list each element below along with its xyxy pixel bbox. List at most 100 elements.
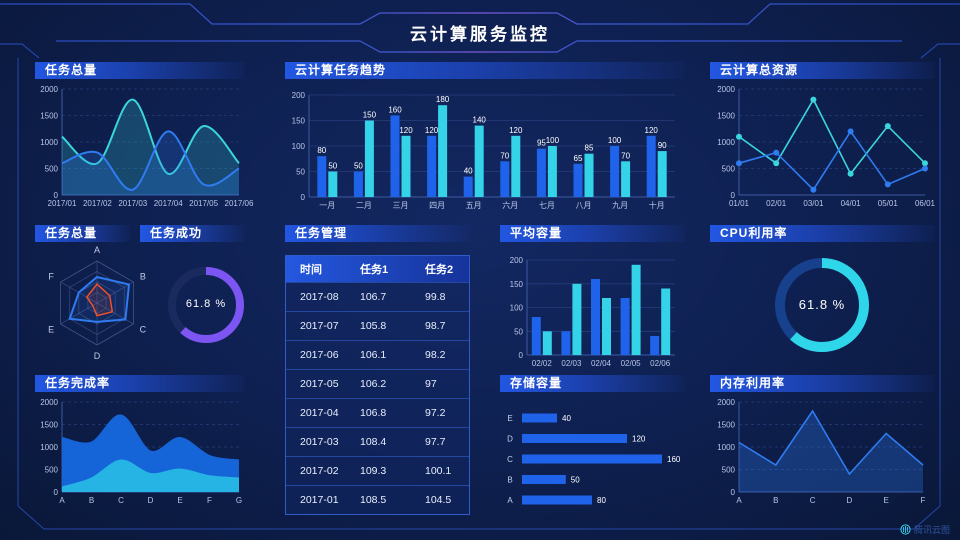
- svg-text:03/01: 03/01: [803, 199, 824, 208]
- svg-text:100: 100: [546, 136, 560, 145]
- panel-title-text: CPU利用率: [720, 226, 788, 240]
- table-cell: 2017-04: [300, 407, 339, 419]
- svg-text:02/04: 02/04: [591, 359, 612, 368]
- svg-text:2017/03: 2017/03: [118, 199, 147, 208]
- table-header-row: 时间 任务1 任务2: [286, 256, 469, 282]
- panel-avg-capacity: 平均容量 0 50 100 150 200 02/02 02/03 02/04 02/05 02/…: [500, 225, 685, 375]
- watermark-label: 腾讯云图: [913, 525, 950, 535]
- panel-title: 任务管理: [285, 225, 470, 242]
- svg-text:E: E: [884, 496, 889, 505]
- panel-title: 任务总量: [35, 62, 245, 79]
- table-cell: 100.1: [425, 465, 452, 477]
- svg-text:1500: 1500: [40, 421, 58, 430]
- svg-text:2017/04: 2017/04: [154, 199, 183, 208]
- table-cell: 104.5: [425, 494, 452, 506]
- panel-task-complete: 任务完成率 0 500 1000 1500 2000 A B C D E F G: [35, 375, 245, 510]
- panel-title-text: 任务总量: [45, 63, 98, 77]
- svg-text:200: 200: [510, 256, 524, 265]
- svg-text:三月: 三月: [393, 201, 409, 210]
- tencent-cloud-watermark[interactable]: 腾讯云图: [900, 523, 950, 536]
- panel-title-text: 云计算任务趋势: [295, 63, 387, 77]
- svg-text:70: 70: [500, 151, 509, 160]
- panel-title: 云计算总资源: [710, 62, 935, 79]
- table-row: 2017-07 105.8 98.7: [286, 311, 469, 340]
- svg-text:40: 40: [464, 167, 473, 176]
- svg-text:E: E: [507, 414, 512, 423]
- panel-title-text: 任务成功: [150, 226, 203, 240]
- svg-text:五月: 五月: [466, 201, 482, 210]
- panel-title: 任务总量: [35, 225, 130, 242]
- panel-title: CPU利用率: [710, 225, 935, 242]
- svg-text:2017/02: 2017/02: [83, 199, 112, 208]
- svg-text:六月: 六月: [502, 200, 518, 210]
- svg-text:0: 0: [54, 488, 59, 497]
- svg-text:E: E: [48, 325, 54, 335]
- svg-text:05/01: 05/01: [878, 199, 899, 208]
- table-row: 2017-08 106.7 99.8: [286, 282, 469, 311]
- svg-text:G: G: [236, 496, 242, 505]
- panel-title-text: 任务总量: [45, 226, 98, 240]
- table-cell: 2017-06: [300, 349, 339, 361]
- svg-text:七月: 七月: [539, 201, 555, 210]
- table-cell: 105.8: [360, 320, 387, 332]
- svg-text:0: 0: [301, 193, 306, 202]
- svg-text:A: A: [59, 496, 65, 505]
- panel-title: 内存利用率: [710, 375, 935, 392]
- svg-text:D: D: [94, 351, 101, 361]
- svg-text:50: 50: [296, 168, 305, 177]
- svg-text:85: 85: [585, 144, 594, 153]
- svg-text:01/01: 01/01: [729, 199, 750, 208]
- svg-text:F: F: [207, 496, 212, 505]
- svg-text:160: 160: [667, 455, 681, 464]
- table-cell: 2017-08: [300, 291, 339, 303]
- svg-text:120: 120: [632, 435, 646, 444]
- svg-text:2000: 2000: [40, 85, 58, 94]
- svg-text:1000: 1000: [40, 138, 58, 147]
- page-title: 云计算服务监控: [410, 25, 550, 44]
- table-cell: 106.1: [360, 349, 387, 361]
- svg-text:1000: 1000: [40, 443, 58, 452]
- panel-storage: 存储容量 E 40 D 120 C 160 B 50 A 80: [500, 375, 685, 510]
- svg-text:120: 120: [645, 126, 659, 135]
- table-column-header: 时间: [300, 264, 322, 276]
- svg-text:70: 70: [621, 151, 630, 160]
- svg-text:C: C: [507, 455, 513, 464]
- table-cell: 97.7: [425, 436, 446, 448]
- svg-text:120: 120: [425, 126, 439, 135]
- svg-text:500: 500: [722, 466, 736, 475]
- table-cell: 106.2: [360, 378, 387, 390]
- svg-text:500: 500: [45, 165, 59, 174]
- svg-text:100: 100: [608, 136, 622, 145]
- svg-text:十月: 十月: [649, 200, 665, 210]
- table-row: 2017-02 109.3 100.1: [286, 456, 469, 485]
- svg-text:90: 90: [658, 141, 667, 150]
- svg-text:80: 80: [317, 146, 326, 155]
- svg-text:120: 120: [509, 126, 523, 135]
- svg-text:02/03: 02/03: [561, 359, 582, 368]
- cpu-value: 61.8 %: [798, 297, 846, 312]
- table-cell: 2017-01: [300, 494, 339, 506]
- svg-text:D: D: [847, 496, 853, 505]
- storage-chart: E 40 D 120 C 160 B 50 A 80: [500, 392, 685, 510]
- table-cell: 97.2: [425, 407, 446, 419]
- svg-text:B: B: [89, 496, 94, 505]
- svg-text:500: 500: [45, 466, 59, 475]
- svg-text:二月: 二月: [356, 201, 372, 210]
- panel-title-text: 任务管理: [295, 226, 348, 240]
- svg-text:50: 50: [514, 327, 523, 336]
- table-cell: 2017-07: [300, 320, 339, 332]
- table-cell: 106.8: [360, 407, 387, 419]
- svg-text:150: 150: [510, 280, 524, 289]
- svg-text:80: 80: [597, 496, 606, 505]
- svg-text:04/01: 04/01: [841, 199, 862, 208]
- panel-cpu: CPU利用率 61.8 %: [710, 225, 935, 365]
- svg-text:02/06: 02/06: [650, 359, 671, 368]
- svg-text:九月: 九月: [612, 201, 628, 210]
- table-cell: 99.8: [425, 291, 446, 303]
- task-table: 时间 任务1 任务2 2017-08 106.7 99.8 2017-07 105.8 98.…: [285, 255, 470, 515]
- table-row: 2017-03 108.4 97.7: [286, 427, 469, 456]
- svg-text:B: B: [773, 496, 778, 505]
- svg-text:1000: 1000: [717, 443, 735, 452]
- panel-task-total-line: 任务总量 0 500 1000 1500 2000 2017/01 2017/02 2017/…: [35, 62, 254, 215]
- avg-capacity-chart: 0 50 100 150 200 02/02 02/03 02/04 02/05 02/06: [500, 242, 685, 375]
